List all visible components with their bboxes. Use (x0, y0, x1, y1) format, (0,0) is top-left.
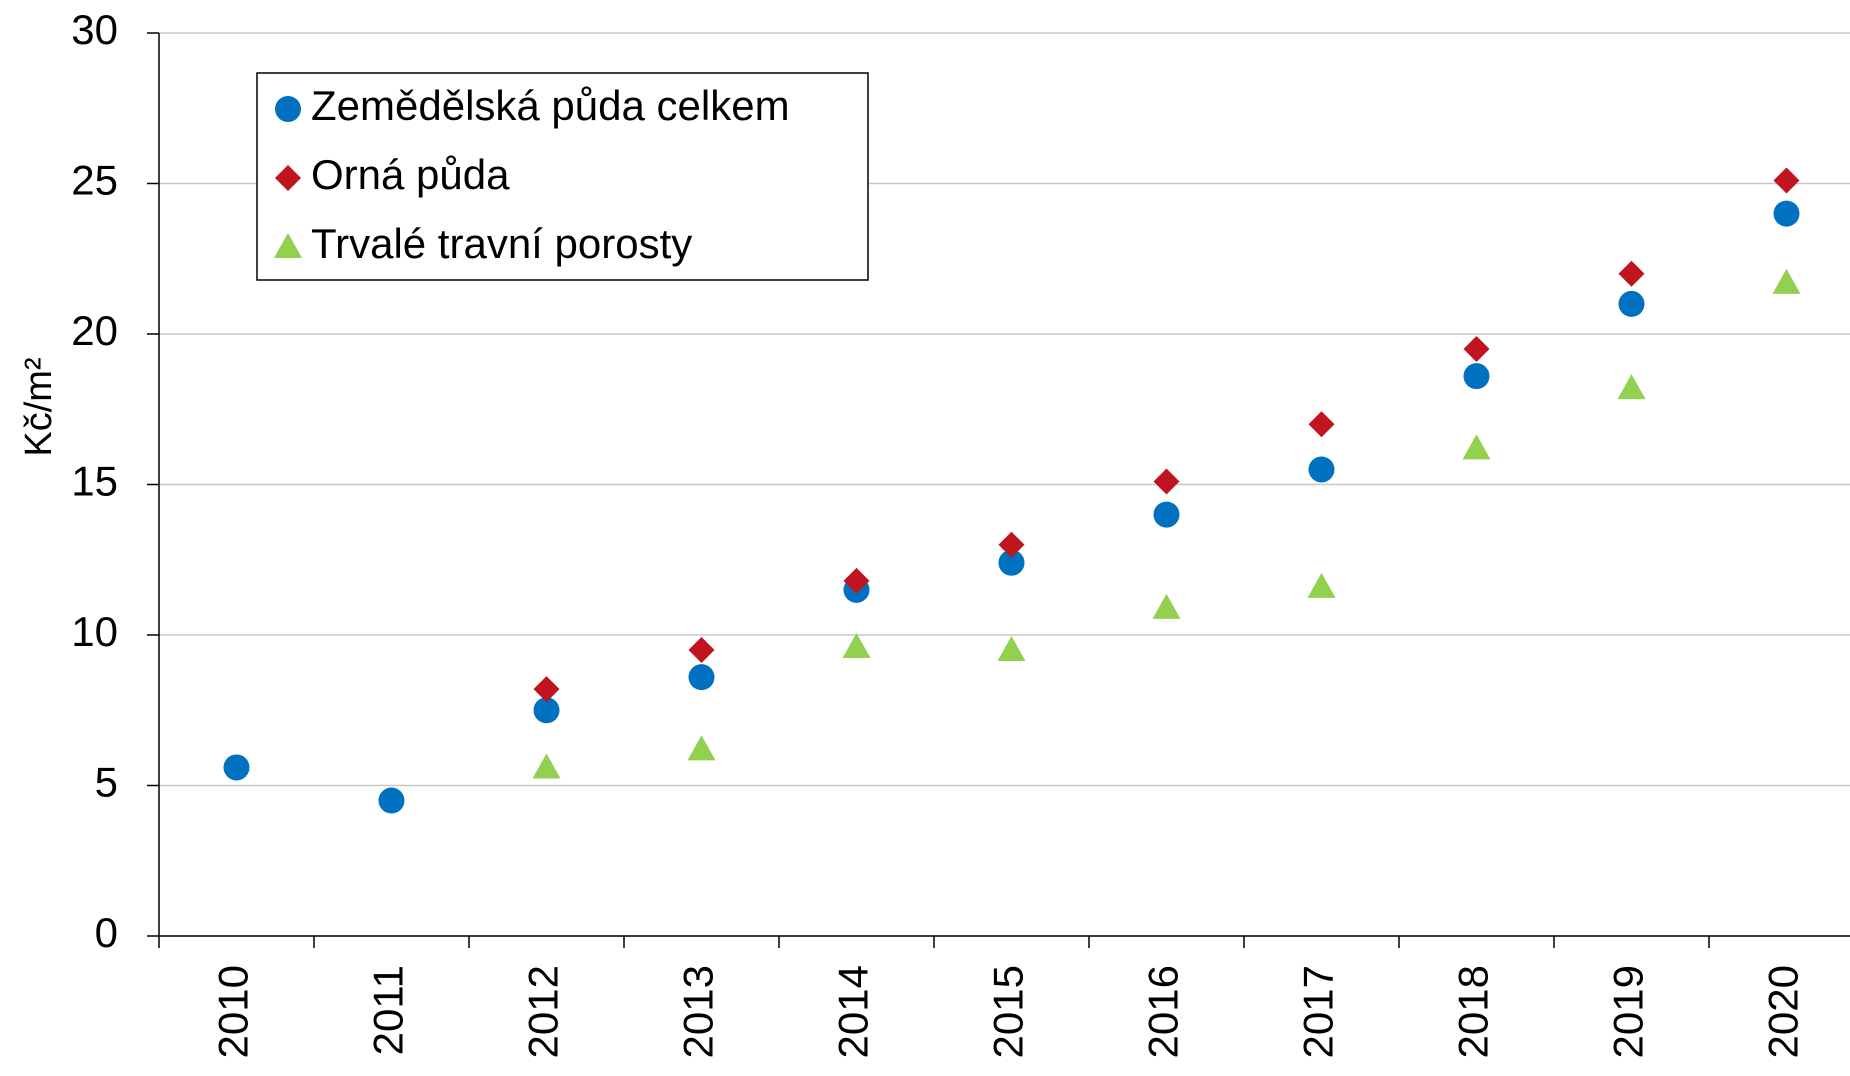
data-point (688, 664, 715, 691)
y-tick-label: 25 (71, 157, 118, 204)
data-point (378, 787, 405, 814)
data-point (1462, 434, 1491, 460)
data-point (1617, 374, 1646, 400)
x-tick-label: 2013 (675, 965, 722, 1058)
data-point (1618, 290, 1645, 317)
x-tick-label: 2011 (365, 965, 412, 1055)
data-point (1773, 167, 1800, 194)
data-point (1153, 501, 1180, 528)
data-point (1307, 572, 1336, 598)
data-point (1308, 456, 1335, 483)
data-point (998, 549, 1025, 576)
data-point (1153, 468, 1180, 495)
x-tick-label: 2014 (830, 965, 877, 1058)
data-point (842, 633, 871, 659)
x-tick-label: 2016 (1140, 965, 1187, 1058)
y-tick-label: 30 (71, 6, 118, 53)
x-tick-label: 2020 (1760, 965, 1807, 1058)
legend-box (256, 72, 869, 281)
legend-marker (275, 165, 301, 191)
y-tick-label: 20 (71, 307, 118, 354)
x-tick-label: 2012 (520, 965, 567, 1058)
data-point (1463, 336, 1490, 363)
data-point (1152, 593, 1181, 619)
legend-label: Trvalé travní porosty (311, 220, 692, 267)
data-point (533, 676, 560, 703)
y-axis-label: Kč/m² (18, 357, 60, 456)
data-point (1773, 200, 1800, 227)
data-point (1308, 411, 1335, 438)
data-point (843, 567, 870, 594)
x-tick-label: 2018 (1450, 965, 1497, 1058)
x-tick-label: 2019 (1605, 965, 1652, 1058)
data-point (1618, 260, 1645, 287)
data-point (223, 754, 250, 781)
x-tick-label: 2015 (985, 965, 1032, 1058)
y-tick-label: 0 (95, 909, 118, 956)
x-tick-label: 2017 (1295, 965, 1342, 1058)
legend-label: Orná půda (311, 151, 510, 198)
data-point (532, 753, 561, 779)
data-point (687, 735, 716, 761)
legend-label: Zemědělská půda celkem (311, 82, 790, 129)
data-point (998, 531, 1025, 558)
y-tick-label: 5 (95, 759, 118, 806)
legend-marker (275, 96, 301, 122)
data-point (1772, 268, 1801, 294)
y-tick-label: 10 (71, 608, 118, 655)
x-tick-label: 2010 (210, 965, 257, 1058)
y-tick-label: 15 (71, 458, 118, 505)
legend-marker (274, 233, 302, 258)
data-point (997, 636, 1026, 662)
data-point (688, 637, 715, 664)
data-point (1463, 363, 1490, 390)
data-point (533, 697, 560, 724)
